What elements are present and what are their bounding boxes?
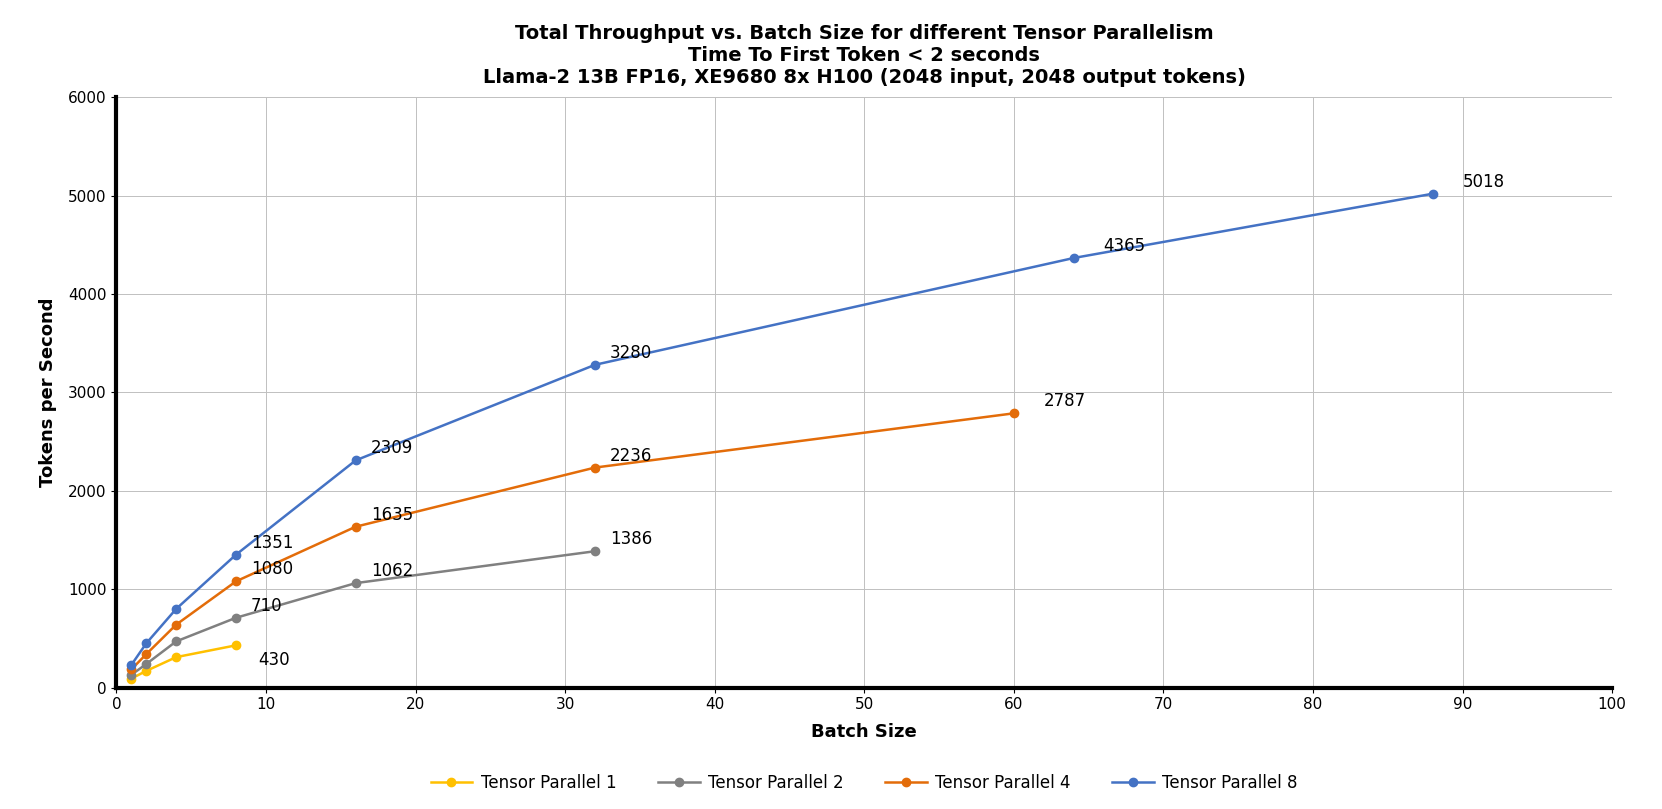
Text: 710: 710	[251, 597, 283, 615]
Text: 2236: 2236	[610, 447, 652, 464]
Title: Total Throughput vs. Batch Size for different Tensor Parallelism
Time To First T: Total Throughput vs. Batch Size for diff…	[482, 24, 1246, 87]
Tensor Parallel 2	[346, 578, 366, 588]
Tensor Parallel 1	[226, 641, 246, 650]
Tensor Parallel 1	[166, 652, 186, 662]
Tensor Parallel 4	[121, 664, 141, 674]
Tensor Parallel 4	[585, 463, 605, 472]
Text: 2309: 2309	[371, 439, 412, 457]
Tensor Parallel 8	[226, 550, 246, 560]
Y-axis label: Tokens per Second: Tokens per Second	[38, 298, 57, 487]
Line: Tensor Parallel 4: Tensor Parallel 4	[126, 409, 1019, 674]
Tensor Parallel 8	[1064, 253, 1084, 263]
Tensor Parallel 2	[136, 659, 156, 669]
Text: 3280: 3280	[610, 344, 652, 362]
Tensor Parallel 4	[1004, 409, 1024, 418]
Tensor Parallel 8	[585, 360, 605, 370]
Tensor Parallel 8	[346, 455, 366, 465]
Text: 430: 430	[259, 651, 291, 669]
X-axis label: Batch Size: Batch Size	[811, 723, 917, 742]
Text: 1635: 1635	[371, 506, 412, 523]
Line: Tensor Parallel 1: Tensor Parallel 1	[126, 642, 241, 683]
Line: Tensor Parallel 8: Tensor Parallel 8	[126, 189, 1438, 669]
Text: 1351: 1351	[251, 534, 293, 552]
Tensor Parallel 4	[166, 620, 186, 629]
Line: Tensor Parallel 2: Tensor Parallel 2	[126, 547, 600, 679]
Text: 1386: 1386	[610, 530, 652, 549]
Tensor Parallel 4	[136, 650, 156, 659]
Legend: Tensor Parallel 1, Tensor Parallel 2, Tensor Parallel 4, Tensor Parallel 8: Tensor Parallel 1, Tensor Parallel 2, Te…	[424, 767, 1305, 798]
Tensor Parallel 1	[136, 666, 156, 676]
Tensor Parallel 4	[226, 577, 246, 587]
Tensor Parallel 8	[166, 604, 186, 614]
Tensor Parallel 2	[585, 546, 605, 556]
Tensor Parallel 8	[1423, 188, 1443, 198]
Text: 1080: 1080	[251, 561, 293, 578]
Tensor Parallel 8	[121, 660, 141, 670]
Tensor Parallel 2	[166, 637, 186, 646]
Text: 4365: 4365	[1104, 237, 1145, 255]
Text: 5018: 5018	[1463, 173, 1504, 191]
Tensor Parallel 1	[121, 674, 141, 684]
Tensor Parallel 8	[136, 638, 156, 648]
Text: 2787: 2787	[1044, 392, 1085, 410]
Text: 1062: 1062	[371, 562, 412, 580]
Tensor Parallel 2	[226, 613, 246, 623]
Tensor Parallel 2	[121, 670, 141, 680]
Tensor Parallel 4	[346, 522, 366, 532]
